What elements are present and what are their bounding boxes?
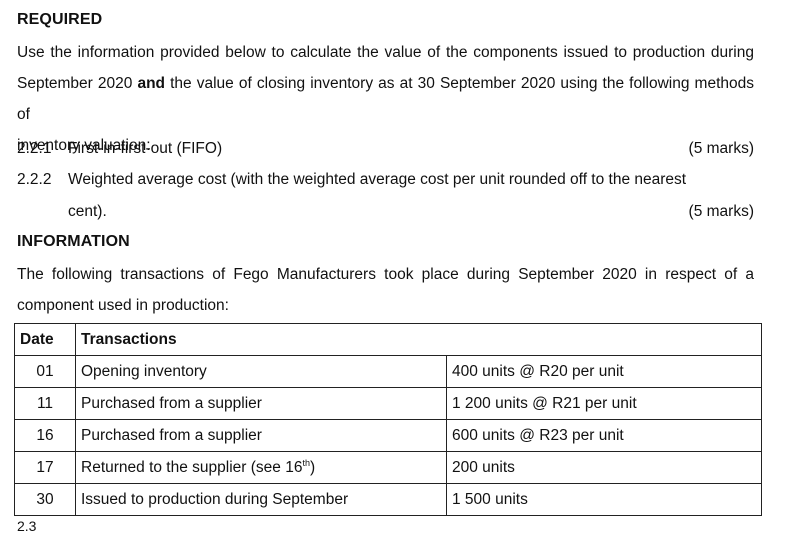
item-text: First-in-first-out (FIFO) xyxy=(68,140,223,157)
item-number: 2.2.1 xyxy=(17,140,52,157)
item-number: 2.2.2 xyxy=(17,171,52,188)
row-detail: 400 units @ R20 per unit xyxy=(446,355,762,388)
row-detail: 1 500 units xyxy=(446,483,762,516)
row-date: 01 xyxy=(14,355,76,388)
required-line-3: inventory valuation: xyxy=(17,137,151,154)
required-heading: REQUIRED xyxy=(17,11,103,28)
row-description: Issued to production during September xyxy=(75,483,447,516)
row-detail: 1 200 units @ R21 per unit xyxy=(446,387,762,420)
row-description: Opening inventory xyxy=(75,355,447,388)
header-blank-cell xyxy=(446,323,762,356)
transactions-table: Date Transactions 01 Opening inventory 4… xyxy=(14,323,762,516)
row-date: 11 xyxy=(14,387,76,420)
item-text: Weighted average cost (with the weighted… xyxy=(68,171,687,188)
information-line-2: component used in production: xyxy=(17,297,229,314)
table-row: 30 Issued to production during September… xyxy=(14,483,762,516)
row-description: Purchased from a supplier xyxy=(75,419,447,452)
row-detail: 200 units xyxy=(446,451,762,484)
date-header: Date xyxy=(14,323,76,356)
table-row: 01 Opening inventory 400 units @ R20 per… xyxy=(14,355,762,388)
item-marks: (5 marks) xyxy=(688,140,754,157)
row-description: Purchased from a supplier xyxy=(75,387,447,420)
transactions-header: Transactions xyxy=(75,323,447,356)
next-section-number-fragment: 2.3 xyxy=(17,518,37,534)
item-marks: (5 marks) xyxy=(688,203,754,220)
required-line-1: Use the information provided below to ca… xyxy=(17,44,754,61)
information-line-1: The following transactions of Fego Manuf… xyxy=(17,266,754,283)
row-date: 16 xyxy=(14,419,76,452)
item-text-continued: cent). xyxy=(68,203,107,220)
required-paragraph: Use the information provided below to ca… xyxy=(17,37,754,161)
information-heading: INFORMATION xyxy=(17,233,130,250)
row-description: Returned to the supplier (see 16th) xyxy=(75,451,447,484)
row-detail: 600 units @ R23 per unit xyxy=(446,419,762,452)
table-header-row: Date Transactions xyxy=(14,323,762,356)
table-row: 11 Purchased from a supplier 1 200 units… xyxy=(14,387,762,420)
required-line-2: September 2020 and the value of closing … xyxy=(17,75,754,123)
information-paragraph: The following transactions of Fego Manuf… xyxy=(17,259,754,321)
row-date: 17 xyxy=(14,451,76,484)
table-row: 16 Purchased from a supplier 600 units @… xyxy=(14,419,762,452)
table-row: 17 Returned to the supplier (see 16th) 2… xyxy=(14,451,762,484)
row-date: 30 xyxy=(14,483,76,516)
